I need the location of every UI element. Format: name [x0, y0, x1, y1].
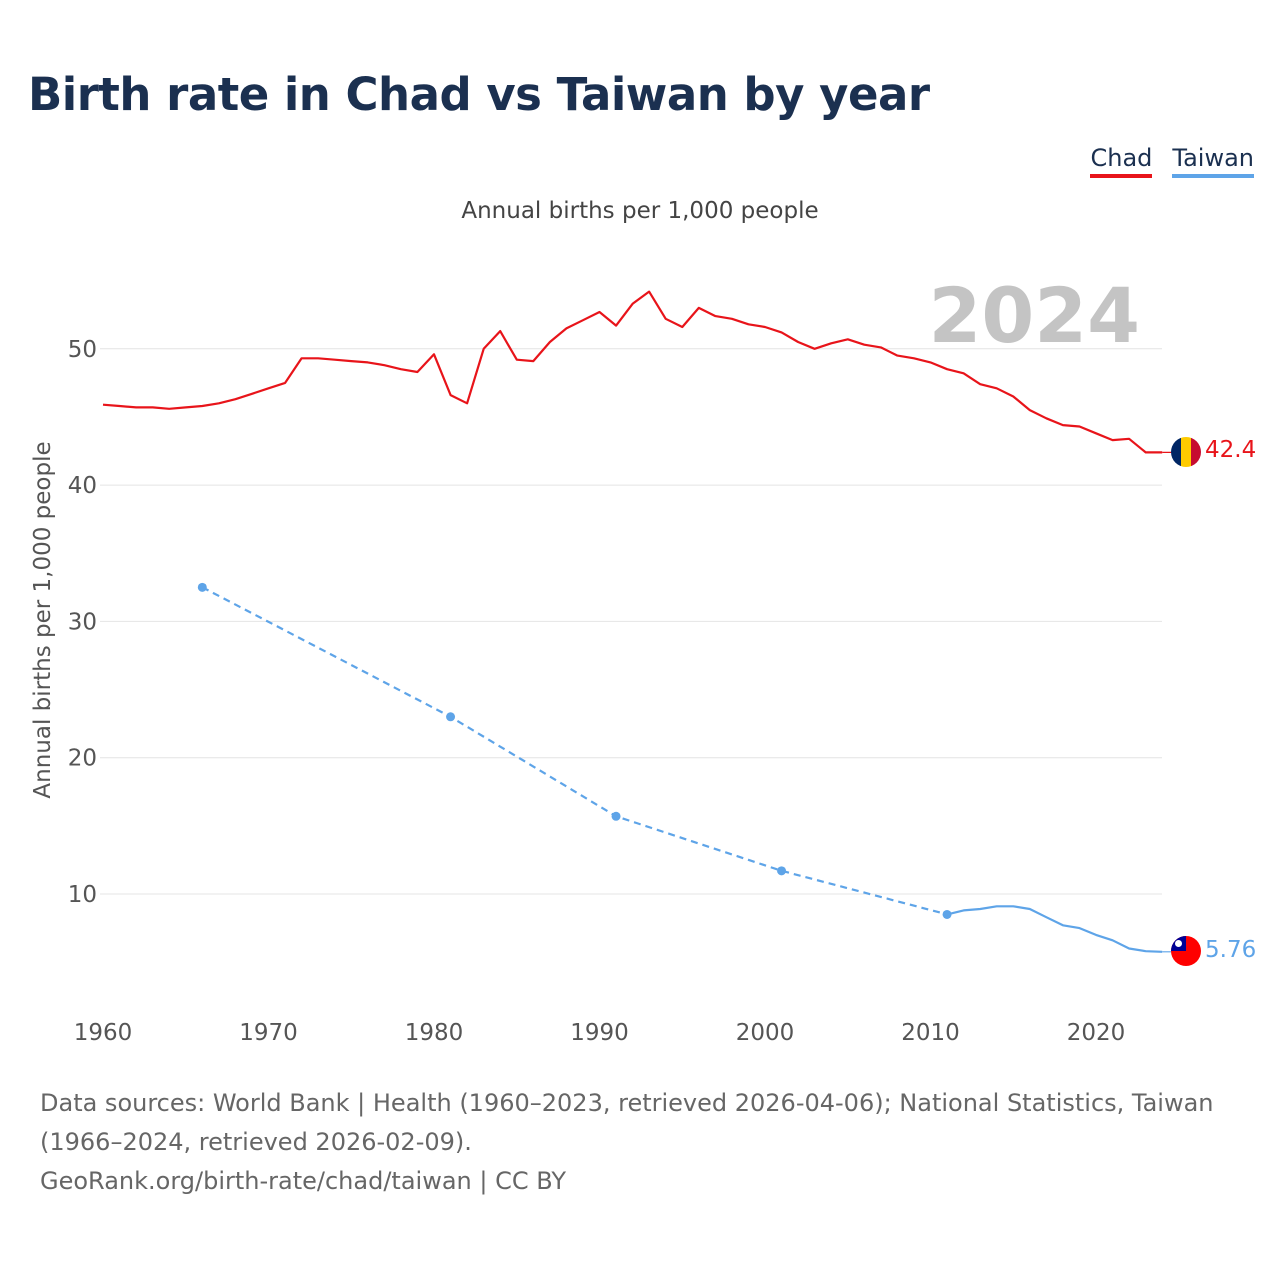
y-tick-label: 50 — [68, 337, 97, 363]
legend: Chad Taiwan — [1090, 144, 1254, 178]
y-tick-label: 10 — [68, 882, 97, 908]
year-watermark: 2024 — [928, 271, 1140, 360]
y-tick-label: 20 — [68, 746, 97, 772]
y-axis-label: Annual births per 1,000 people — [30, 441, 56, 798]
series-layer — [102, 290, 1186, 953]
x-tick-label: 1970 — [239, 1020, 298, 1046]
y-tick-label: 30 — [68, 609, 97, 635]
series-line-taiwan-dashed — [201, 586, 948, 916]
x-tick-label: 1960 — [74, 1020, 133, 1046]
data-point-taiwan — [197, 582, 207, 592]
x-tick-label: 2000 — [736, 1020, 795, 1046]
data-point-taiwan — [446, 712, 456, 722]
x-tick-label: 1990 — [570, 1020, 629, 1046]
chad-end-label: 42.4 — [1205, 437, 1256, 463]
x-tick-label: 1980 — [405, 1020, 464, 1046]
x-tick-label: 2010 — [901, 1020, 960, 1046]
legend-item-taiwan[interactable]: Taiwan — [1172, 144, 1254, 178]
data-point-taiwan — [611, 811, 621, 821]
data-sources: Data sources: World Bank | Health (1960–… — [40, 1089, 1214, 1156]
x-tick-label: 2020 — [1067, 1020, 1126, 1046]
data-point-taiwan — [942, 909, 952, 919]
series-line-chad — [102, 290, 1163, 454]
grid-lines — [100, 348, 1162, 895]
y-tick-label: 40 — [68, 473, 97, 499]
footer: Data sources: World Bank | Health (1960–… — [40, 1084, 1250, 1201]
series-line-taiwan — [946, 905, 1163, 953]
taiwan-flag-icon — [1171, 936, 1201, 966]
chad-flag-icon — [1171, 437, 1201, 467]
legend-item-chad[interactable]: Chad — [1090, 144, 1153, 178]
chart-subtitle: Annual births per 1,000 people — [461, 198, 819, 224]
credit-link[interactable]: GeoRank.org/birth-rate/chad/taiwan | CC … — [40, 1167, 567, 1195]
y-axis-ticks: 10 20 30 40 50 — [68, 337, 97, 908]
chart-title: Birth rate in Chad vs Taiwan by year — [28, 68, 930, 121]
x-axis-ticks: 1960 1970 1980 1990 2000 2010 2020 — [74, 1020, 1126, 1046]
taiwan-end-label: 5.76 — [1205, 937, 1256, 963]
data-point-taiwan — [777, 866, 787, 876]
